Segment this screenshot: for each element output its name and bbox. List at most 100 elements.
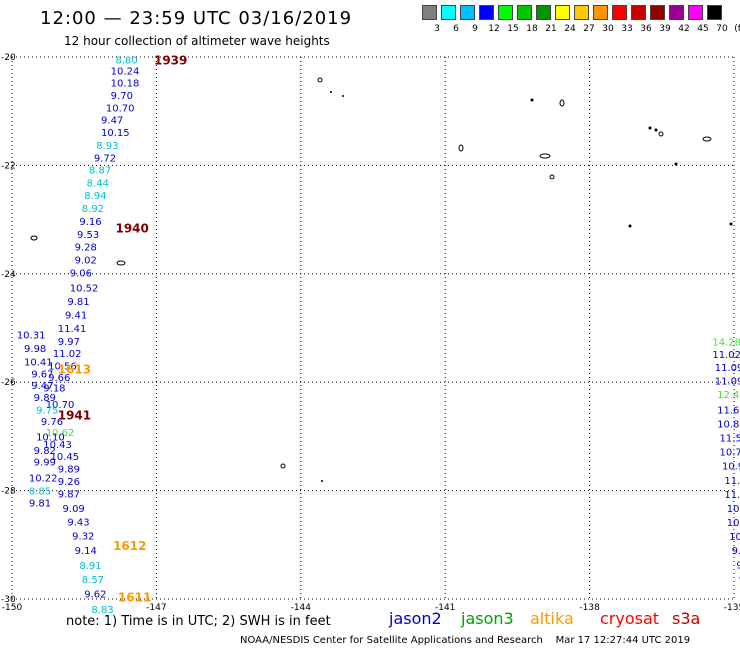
units-note: note: 1) Time is in UTC; 2) SWH is in fe… — [66, 614, 331, 629]
wave-height-value: 9.99 — [34, 457, 56, 468]
wave-height-value: 9.47 — [101, 115, 123, 126]
lat-tick-label: -20 — [1, 53, 16, 63]
wave-height-value: 9.14 — [75, 546, 97, 557]
wave-height-value: 10.52 — [70, 283, 99, 294]
wave-height-value: 9.53 — [77, 230, 99, 241]
color-scale-label: 45 — [697, 24, 709, 34]
color-swatch — [631, 5, 646, 20]
credit-line: NOAA/NESDIS Center for Satellite Applica… — [240, 635, 691, 646]
color-scale-label: 21 — [545, 24, 557, 34]
wave-height-value: 9.52 — [736, 560, 740, 571]
wave-height-value: 9.97 — [58, 337, 80, 348]
wave-height-value: 10.45 — [51, 452, 80, 463]
orbit-number-label: 1939 — [154, 54, 187, 68]
island — [559, 99, 565, 107]
color-swatch — [707, 5, 722, 20]
wave-height-value: 9.47 — [31, 381, 53, 392]
color-swatch — [650, 5, 665, 20]
wave-height-value: 10.56 — [48, 361, 77, 372]
wave-height-value: 9.26 — [58, 477, 80, 488]
wave-height-value: 10.43 — [43, 440, 72, 451]
legend-item-jason2: jason2 — [389, 609, 442, 628]
legend-item-s3a: s3a — [672, 609, 701, 628]
wave-height-value: 9.89 — [58, 464, 80, 475]
color-swatch — [441, 5, 456, 20]
wave-height-value: 9.75 — [36, 405, 58, 416]
wave-height-value: 8.80 — [115, 56, 137, 67]
wave-height-value: 9.70 — [732, 546, 740, 557]
wave-height-value: 10.24 — [111, 67, 140, 78]
wave-height-value: 10.75 — [720, 448, 740, 459]
lat-tick-label: -28 — [1, 487, 16, 497]
lon-tick-label: -147 — [146, 603, 166, 613]
wave-height-value: 10.62 — [46, 428, 75, 439]
lat-tick-label: -30 — [1, 595, 16, 605]
wave-height-value: 11.09 — [715, 363, 740, 374]
color-swatch — [498, 5, 513, 20]
wave-height-value: 10.13 — [729, 532, 740, 543]
island — [321, 480, 323, 482]
wave-height-value: 9.43 — [67, 517, 89, 528]
wave-height-value: 10.15 — [101, 128, 130, 139]
wave-height-value: 11.08 — [724, 490, 740, 501]
wave-height-value: 11.02 — [53, 349, 82, 360]
color-scale-label: 24 — [564, 24, 576, 34]
wave-height-value: 9.67 — [31, 370, 53, 381]
lon-tick-label: -135 — [724, 603, 740, 613]
wave-height-value: 11.09 — [715, 377, 740, 388]
wave-height-value: 8.57 — [82, 575, 104, 586]
color-scale-label: 12 — [488, 24, 500, 34]
wave-height-value: 9.18 — [43, 384, 65, 395]
map-subtitle: 12 hour collection of altimeter wave hei… — [64, 34, 330, 48]
island — [658, 131, 664, 137]
lat-tick-label: -22 — [1, 161, 16, 171]
wave-height-value: 9.48 — [739, 574, 740, 585]
wave-height-value: 9.87 — [58, 489, 80, 500]
color-swatch — [517, 5, 532, 20]
island — [654, 128, 658, 132]
color-swatch — [479, 5, 494, 20]
wave-height-value: 10.41 — [24, 358, 53, 369]
color-swatch — [688, 5, 703, 20]
island — [317, 77, 323, 83]
wave-height-value: 11.37 — [724, 476, 740, 487]
island — [30, 235, 38, 241]
color-scale-label: 30 — [602, 24, 614, 34]
island — [674, 162, 678, 166]
color-swatch — [555, 5, 570, 20]
color-scale-label: 42 — [678, 24, 690, 34]
wave-height-value: 11.57 — [720, 433, 740, 444]
island-outlines — [30, 77, 733, 482]
color-scale-label: 70 — [716, 24, 728, 34]
wave-height-value: 9.81 — [67, 297, 89, 308]
island — [549, 174, 555, 180]
wave-height-value: 9.82 — [34, 446, 56, 457]
color-scale-label: 27 — [583, 24, 595, 34]
lon-tick-label: -144 — [291, 603, 312, 613]
wave-height-value: 10.54 — [727, 518, 740, 529]
wave-height-value: 8.93 — [96, 141, 118, 152]
island — [539, 153, 551, 159]
wave-height-value: 10.31 — [17, 331, 46, 342]
wave-height-value: 8.85 — [29, 487, 51, 498]
island — [458, 144, 464, 152]
color-swatch — [593, 5, 608, 20]
wave-height-value: 10.18 — [111, 78, 140, 89]
wave-height-value: 11.41 — [58, 324, 87, 335]
wave-height-value: 9.62 — [84, 590, 106, 601]
color-scale-label: (ft) — [734, 24, 740, 34]
orbit-number-label: 1612 — [113, 539, 146, 553]
orbit-number-label: 1611 — [118, 590, 151, 604]
wave-height-value: 10.22 — [29, 474, 58, 485]
lat-tick-label: -24 — [1, 270, 16, 280]
orbit-labels: 1939 1940 1613 1941 1612 1611 — [58, 54, 188, 605]
wave-height-value: 12.49 — [717, 390, 740, 401]
wave-height-value: 9.72 — [94, 153, 116, 164]
wave-height-value: 8.91 — [79, 561, 101, 572]
map-grid: -150 -147 -144 -141 -138 -135 -20 -22 -24 -26 -28 -… — [1, 53, 740, 613]
orbit-number-label: 1613 — [58, 363, 91, 377]
wave-height-value: 8.92 — [82, 204, 104, 215]
color-scale-label: 39 — [659, 24, 671, 34]
color-scale-label: 3 — [434, 24, 440, 34]
